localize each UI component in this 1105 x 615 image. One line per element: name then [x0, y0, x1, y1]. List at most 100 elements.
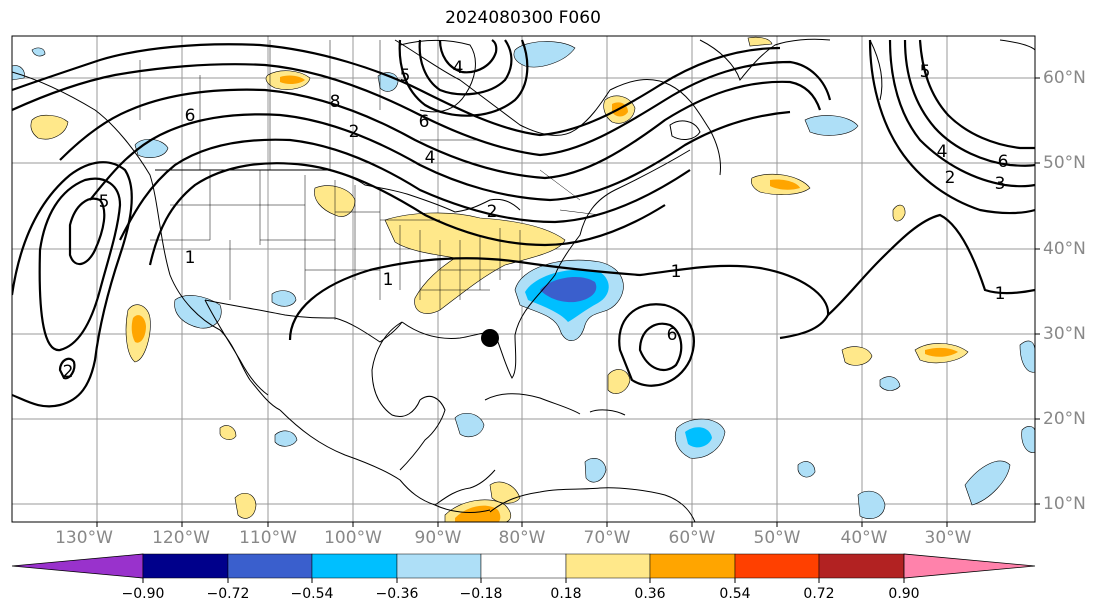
lon-label: 70°W [583, 528, 631, 548]
contour-label: 8 [329, 92, 341, 112]
newfoundland [669, 120, 701, 140]
lon-label: 120°W [152, 528, 210, 548]
negative-anomaly-center [540, 276, 597, 303]
colorbar-segment [227, 553, 313, 579]
colorbar-tick-label: 0.54 [719, 586, 751, 602]
negative-anomaly-core [685, 427, 712, 448]
lon-label: 40°W [840, 528, 888, 548]
negative-anomaly-patch [857, 490, 886, 519]
negative-anomaly-patch [584, 457, 607, 483]
positive-anomaly-core [131, 315, 146, 343]
state-boundaries [139, 40, 601, 320]
lat-label: 30°N [1043, 324, 1086, 344]
contour-line [68, 197, 106, 266]
contour-line [868, 39, 1035, 215]
labrador-coast [609, 79, 721, 176]
contour-label: 3 [994, 174, 1006, 194]
contour-label: 1 [670, 262, 682, 282]
contour-line [59, 80, 822, 180]
map-title: 2024080300 F060 [445, 8, 601, 28]
colorbar-tick-label: −0.36 [375, 586, 419, 602]
contour-label: 2 [944, 168, 956, 188]
colorbar-segment [142, 553, 229, 579]
positive-anomaly-patch [30, 114, 69, 140]
negative-anomaly-patch [797, 461, 816, 478]
contour-label: 5 [919, 62, 931, 82]
positive-anomaly-core [925, 347, 958, 357]
negative-anomaly-patch [454, 412, 485, 437]
negative-anomaly-patch [513, 41, 576, 68]
colorbar-tick-label: −0.72 [206, 586, 250, 602]
contour-label: 2 [486, 202, 498, 222]
contour-line [119, 138, 691, 241]
canada-north-coast [394, 39, 611, 136]
colorbar-segment [311, 553, 398, 579]
colorbar [11, 553, 1036, 583]
contour-label: 5 [98, 192, 110, 212]
positive-anomaly-patch [314, 185, 356, 217]
contour-label: 6 [184, 106, 196, 126]
lon-ticks [96, 522, 948, 527]
negative-anomaly-patch [271, 290, 297, 307]
contour-label: 1 [382, 270, 394, 290]
negative-anomaly-patch [1019, 340, 1035, 373]
lat-label: 10°N [1043, 494, 1086, 514]
hispaniola [589, 409, 626, 416]
colorbar-segment [480, 553, 567, 579]
height-contours [12, 39, 1035, 408]
positive-anomaly-core [770, 179, 800, 190]
lon-label: 100°W [324, 528, 382, 548]
contour-line [89, 110, 791, 202]
lat-label: 50°N [1043, 153, 1086, 173]
colorbar-right-extension [903, 553, 1036, 579]
coastlines [12, 38, 1035, 522]
contour-line [903, 39, 1035, 167]
central-america [434, 469, 496, 506]
contour-line [58, 357, 76, 380]
positive-anomaly-patch [607, 369, 631, 394]
lon-label: 130°W [55, 528, 113, 548]
us-canada-border [155, 169, 521, 213]
positive-anomaly-patch [219, 425, 237, 440]
lat-label: 60°N [1043, 68, 1086, 88]
lon-label: 30°W [924, 528, 972, 548]
mexico-coast [279, 409, 491, 513]
contour-line [827, 213, 1035, 316]
contour-line [398, 39, 529, 117]
contour-label: 4 [424, 148, 436, 168]
anomaly-patches [12, 36, 1035, 522]
lon-label: 110°W [239, 528, 297, 548]
colorbar-tick-label: −0.90 [121, 586, 165, 602]
contour-label: 6 [997, 152, 1009, 172]
contour-label: 2 [62, 362, 74, 382]
positive-anomaly-patch [234, 492, 257, 519]
lat-label: 20°N [1043, 409, 1086, 429]
colorbar-tick-label: 0.36 [634, 586, 666, 602]
negative-anomaly-patch [964, 460, 1011, 506]
colorbar-segment [649, 553, 736, 579]
contour-label: 1 [184, 248, 196, 268]
colorbar-segment [818, 553, 905, 579]
positive-anomaly-patch [841, 346, 873, 366]
contour-label: 5 [399, 66, 411, 86]
colorbar-segment [565, 553, 651, 579]
lon-label: 90°W [414, 528, 462, 548]
contour-line [288, 257, 830, 341]
positive-anomaly-patch [489, 481, 521, 504]
contour-label: 4 [936, 142, 948, 162]
contour-line [888, 39, 1035, 188]
hudson-bay [399, 39, 476, 113]
north-america-west-coast [12, 71, 281, 411]
positive-anomaly-core [280, 75, 305, 85]
contour-label: 2 [348, 122, 360, 142]
negative-anomaly-patch [1021, 426, 1035, 453]
contour-line [38, 177, 122, 352]
south-america-north [489, 487, 696, 522]
contour-line [638, 322, 683, 372]
contour-label: 6 [666, 325, 678, 345]
negative-anomaly-patch [31, 47, 46, 57]
colorbar-left-extension [11, 553, 144, 579]
colorbar-tick-label: −0.18 [459, 586, 503, 602]
contour-line [148, 162, 666, 266]
